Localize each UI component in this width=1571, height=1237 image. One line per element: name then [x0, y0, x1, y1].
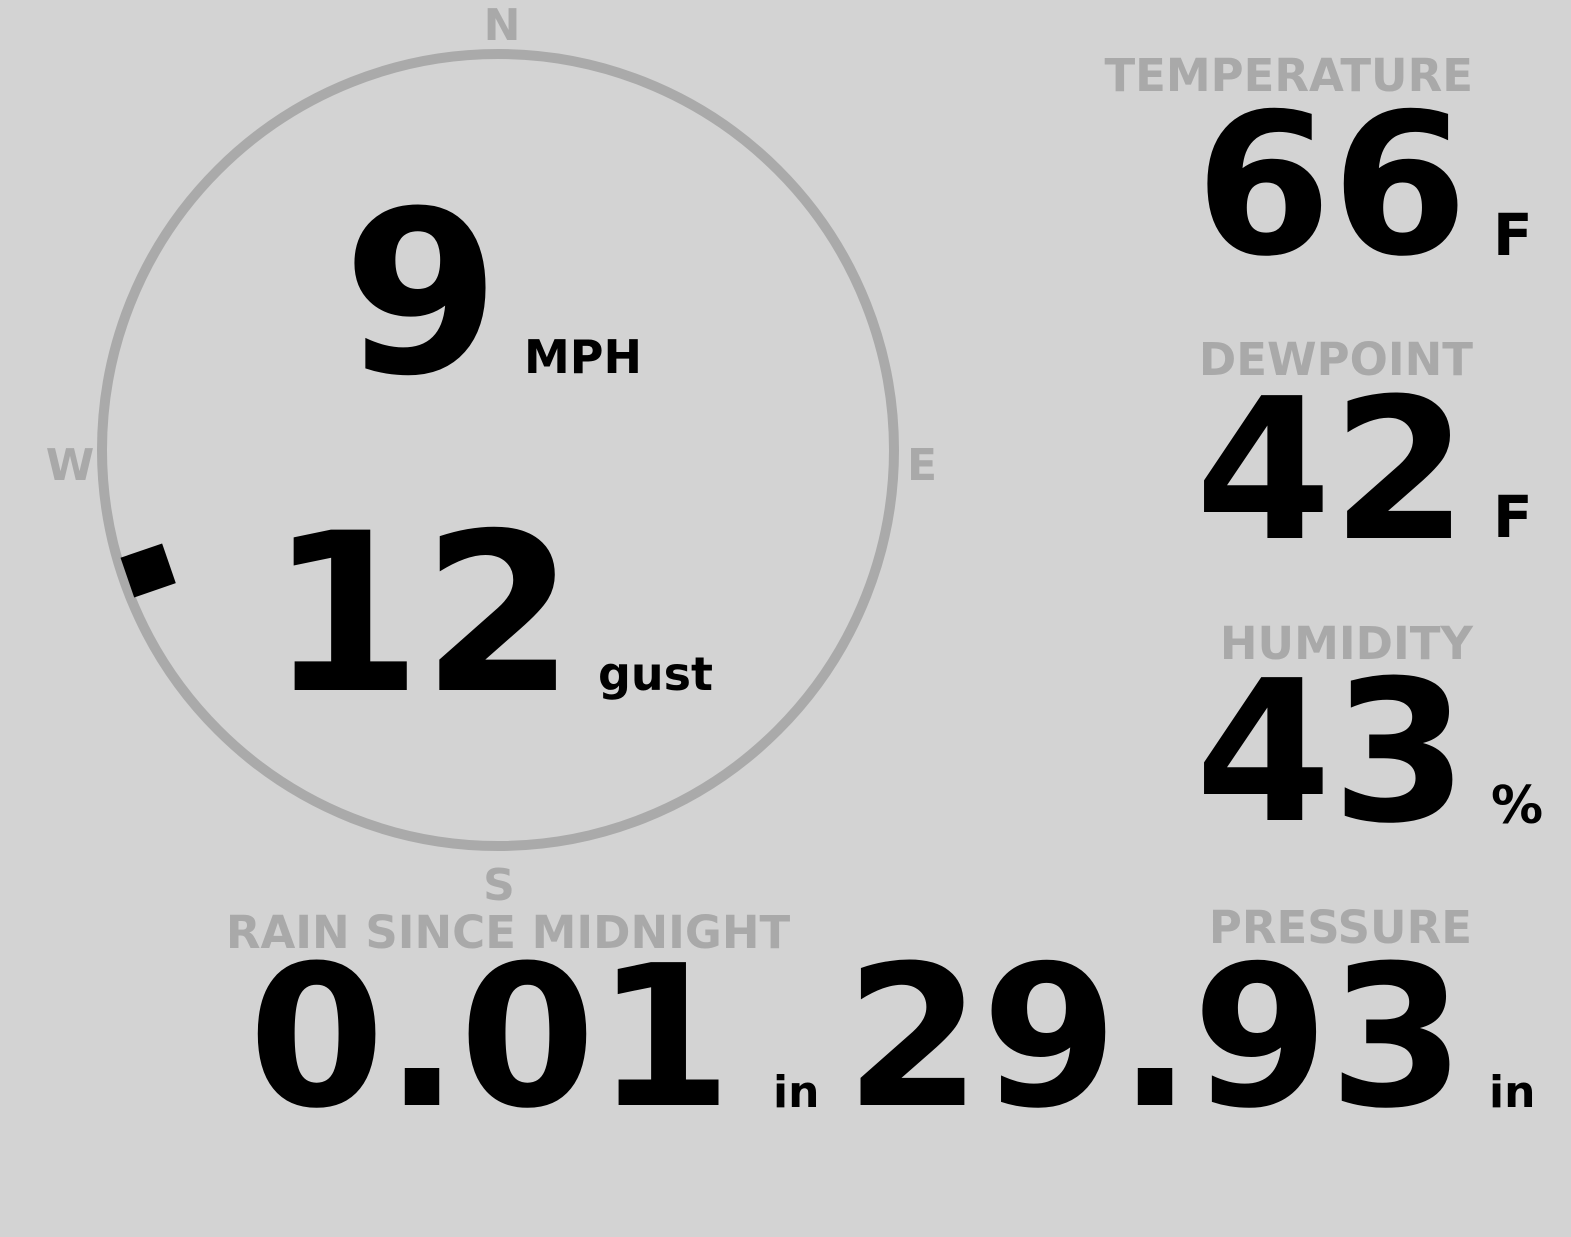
- pressure-label: PRESSURE: [1209, 901, 1472, 954]
- dewpoint-value: 42: [1195, 357, 1468, 585]
- gust-unit: gust: [598, 647, 713, 701]
- wind-compass: N S E W 9 MPH 12 gust: [46, 0, 937, 911]
- compass-south: S: [483, 860, 515, 911]
- humidity-label: HUMIDITY: [1220, 617, 1475, 670]
- wind-direction-marker: [120, 543, 176, 598]
- wind-speed-unit: MPH: [524, 330, 642, 384]
- rain-unit: in: [773, 1067, 819, 1118]
- wind-speed-value: 9: [343, 163, 500, 426]
- pressure-value: 29.93: [845, 924, 1465, 1152]
- dewpoint-panel: DEWPOINT 42 F: [1195, 333, 1532, 585]
- rain-label: RAIN SINCE MIDNIGHT: [226, 906, 791, 959]
- rain-panel: RAIN SINCE MIDNIGHT 0.01 in: [226, 906, 820, 1152]
- compass-east: E: [907, 440, 937, 491]
- humidity-panel: HUMIDITY 43 %: [1195, 617, 1543, 867]
- compass-ring: [97, 49, 899, 851]
- humidity-unit: %: [1491, 776, 1543, 836]
- compass-west: W: [46, 440, 95, 491]
- dewpoint-label: DEWPOINT: [1199, 333, 1473, 386]
- temperature-value: 66: [1195, 72, 1468, 300]
- temperature-label: TEMPERATURE: [1104, 49, 1473, 102]
- humidity-value: 43: [1195, 639, 1468, 867]
- rain-value: 0.01: [248, 924, 732, 1152]
- pressure-unit: in: [1489, 1067, 1535, 1118]
- temperature-panel: TEMPERATURE 66 F: [1104, 49, 1532, 300]
- gust-value: 12: [269, 486, 575, 742]
- pressure-panel: PRESSURE 29.93 in: [845, 901, 1535, 1152]
- compass-north: N: [484, 0, 521, 51]
- dewpoint-unit: F: [1493, 483, 1533, 551]
- temperature-unit: F: [1493, 201, 1533, 269]
